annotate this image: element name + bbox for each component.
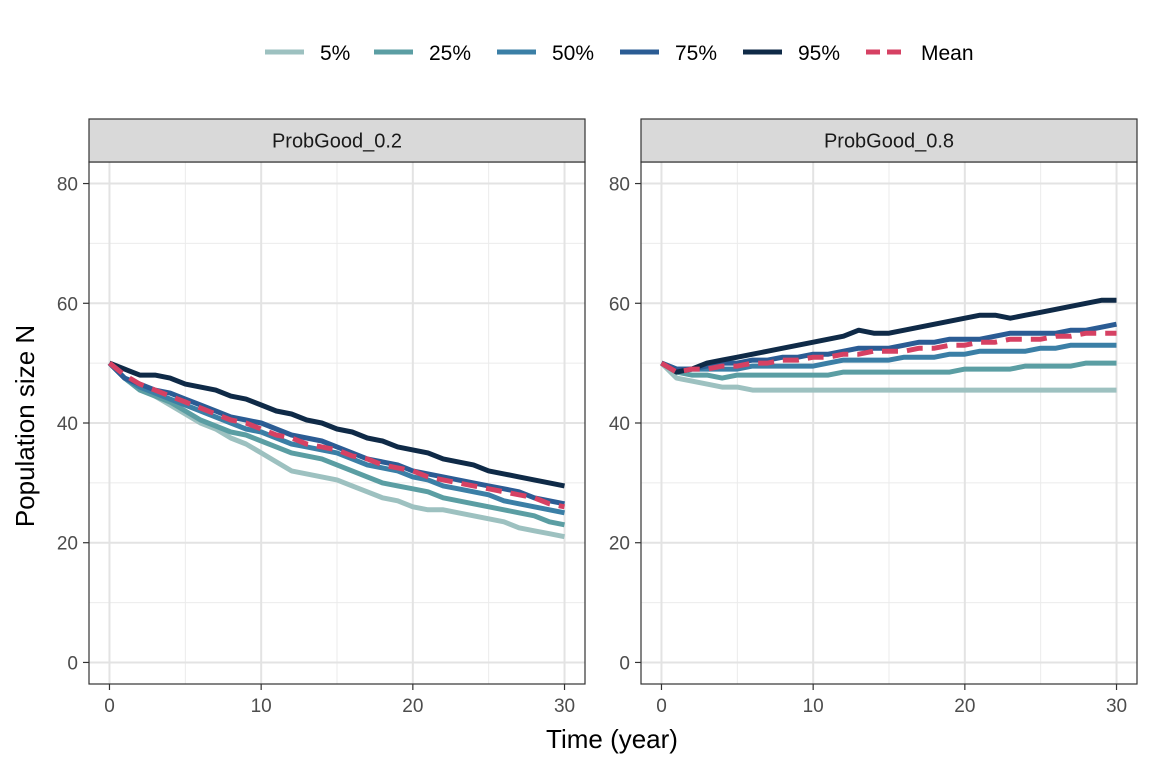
series-line-p50 [107,361,565,516]
series-line-p25 [107,361,565,528]
series-line-p05 [107,361,565,540]
series-line-p95 [108,360,565,489]
legend-label-mean: Mean [921,42,974,65]
y-tick-label: 80 [609,175,630,196]
series-line-p05 [659,361,1117,393]
series-line-mean [107,361,565,510]
panel-2: ProbGood_0.8 0 10 20 30 0 20 40 60 80 [609,118,1138,717]
y-tick-label: 60 [609,294,630,315]
legend-label-p50: 50% [552,42,594,65]
panel-1: ProbGood_0.2 0 10 20 30 0 20 40 60 80 [57,118,586,717]
y-tick-label: 40 [609,414,630,435]
y-tick-label: 40 [57,414,78,435]
series-line-mean [660,330,1117,375]
series-line-p50 [660,342,1117,372]
facet-strip [640,118,1138,163]
y-tick-label: 20 [609,534,630,555]
facet-strip-label: ProbGood_0.8 [824,131,954,153]
y-tick-label: 80 [57,175,78,196]
legend-label-p75: 75% [675,42,717,65]
legend-label-p95: 95% [798,42,840,65]
x-tick-label: 20 [954,696,975,717]
legend-label-p25: 25% [429,42,471,65]
legend: 5% 25% 50% 75% 95% Mean [265,42,974,65]
y-tick-label: 0 [619,653,630,674]
series-line-p25 [660,360,1117,381]
x-tick-label: 20 [402,696,423,717]
x-tick-label: 0 [104,696,115,717]
x-tick-label: 10 [251,696,272,717]
x-axis-title: Time (year) [546,724,678,754]
x-tick-label: 0 [656,696,667,717]
panels: ProbGood_0.20 10 20 30020406080ProbGood_0.8… [57,118,1138,717]
legend-label-p05: 5% [320,42,350,65]
series-line-p75 [107,361,565,507]
y-tick-label: 60 [57,294,78,315]
y-axis-title: Population size N [10,325,40,527]
y-tick-label: 0 [67,653,78,674]
x-tick-label: 30 [554,696,575,717]
series-line-p95 [660,297,1117,375]
facet-strip-label: ProbGood_0.2 [272,131,402,153]
y-tick-label: 20 [57,534,78,555]
x-tick-label: 30 [1106,696,1127,717]
series-line-p75 [660,321,1117,372]
x-tick-label: 10 [803,696,824,717]
facet-strip [88,118,586,163]
